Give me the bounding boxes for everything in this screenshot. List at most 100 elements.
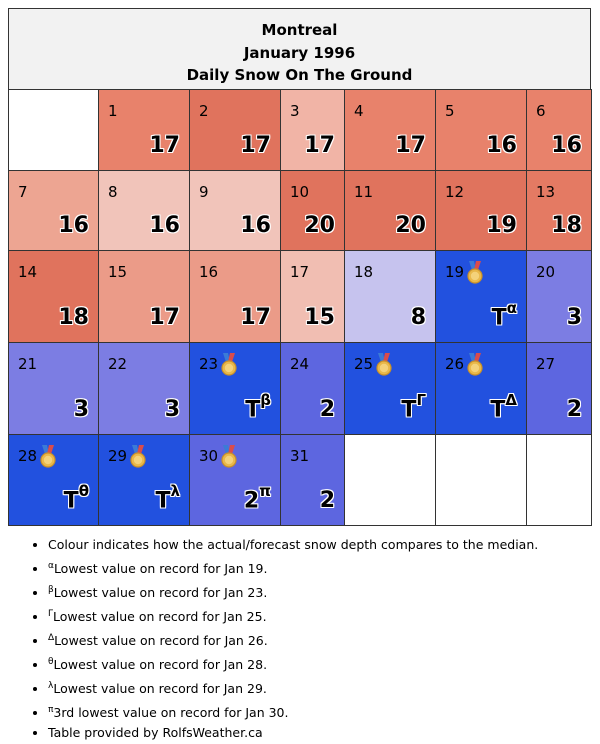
note-text: Lowest value on record for Jan 23. — [53, 584, 268, 600]
day-number: 24 — [290, 355, 310, 373]
city-title: Montreal — [261, 21, 338, 39]
day-cell: 28 Tθ — [8, 434, 99, 526]
snow-depth-number: 16 — [149, 213, 180, 238]
snow-depth-number: 16 — [486, 133, 517, 158]
day-number: 8 — [108, 183, 118, 201]
day-cell: 2 17 — [189, 89, 281, 171]
day-number: 31 — [290, 447, 310, 465]
footnote-marker: β — [260, 390, 271, 409]
day-number: 13 — [536, 183, 556, 201]
note-item: λLowest value on record for Jan 29. — [48, 676, 600, 700]
note-text: Lowest value on record for Jan 29. — [53, 680, 267, 696]
snow-depth-value: Tθ — [63, 481, 89, 513]
note-marker: Γ — [48, 608, 54, 619]
day-cell: 12 19 — [435, 170, 527, 251]
note-text: Lowest value on record for Jan 26. — [54, 632, 268, 648]
snow-depth-value: 2 — [567, 397, 582, 422]
day-cell: 9 16 — [189, 170, 281, 251]
day-cell: 30 2π — [189, 434, 281, 526]
notes-list: Colour indicates how the actual/forecast… — [8, 535, 600, 744]
snow-depth-value: 16 — [551, 133, 582, 158]
snow-depth-value: 17 — [395, 133, 426, 158]
snow-depth-value: 15 — [304, 305, 335, 330]
note-item: Table provided by RolfsWeather.ca — [48, 723, 600, 744]
footnote-marker: θ — [78, 481, 89, 500]
snow-depth-value: 17 — [240, 305, 271, 330]
snow-depth-number: 15 — [304, 305, 335, 330]
day-cell: 24 2 — [280, 342, 345, 435]
snow-depth-value: 3 — [74, 397, 89, 422]
day-number: 28 — [18, 447, 38, 465]
day-cell: 6 16 — [526, 89, 592, 171]
calendar-week: 21 3 22 3 23 Tβ 24 2 25 TΓ 26 TΔ 27 2 — [8, 342, 592, 435]
footnote-marker: λ — [170, 481, 181, 500]
day-number: 17 — [290, 263, 310, 281]
snow-depth-value: 18 — [551, 213, 582, 238]
note-marker: π — [48, 704, 54, 715]
medal-icon — [221, 445, 237, 468]
snow-depth-value: 16 — [58, 213, 89, 238]
day-number: 21 — [18, 355, 38, 373]
day-number: 22 — [108, 355, 128, 373]
snow-depth-number: T — [401, 397, 417, 422]
snow-depth-number: T — [491, 305, 507, 330]
day-cell: 4 17 — [344, 89, 436, 171]
snow-depth-number: T — [63, 488, 79, 513]
medal-icon — [467, 353, 483, 376]
snow-depth-value: 2 — [320, 397, 335, 422]
medal-icon — [221, 353, 237, 376]
day-number: 25 — [354, 355, 374, 373]
day-number: 6 — [536, 102, 546, 120]
snow-depth-value: 2 — [320, 488, 335, 513]
calendar-week: 14 18 15 17 16 17 17 15 18 8 19 Tα 20 3 — [8, 250, 592, 343]
day-cell: 27 2 — [526, 342, 592, 435]
day-cell: 15 17 — [98, 250, 190, 343]
day-number: 26 — [445, 355, 465, 373]
day-cell: 16 17 — [189, 250, 281, 343]
day-cell: 18 8 — [344, 250, 436, 343]
snow-depth-value: 19 — [486, 213, 517, 238]
note-item: ΔLowest value on record for Jan 26. — [48, 628, 600, 652]
snow-depth-number: 16 — [240, 213, 271, 238]
snow-depth-number: 17 — [149, 133, 180, 158]
empty-cell — [526, 434, 592, 526]
footnote-marker: α — [506, 298, 517, 317]
day-number: 23 — [199, 355, 219, 373]
day-cell: 13 18 — [526, 170, 592, 251]
note-item: π3rd lowest value on record for Jan 30. — [48, 700, 600, 724]
snow-depth-number: 17 — [240, 133, 271, 158]
snow-depth-value: 2π — [244, 481, 271, 513]
day-number: 18 — [354, 263, 374, 281]
snow-depth-number: 3 — [73, 397, 89, 422]
footnote-marker: Δ — [505, 390, 517, 409]
day-cell: 3 17 — [280, 89, 345, 171]
day-cell: 17 15 — [280, 250, 345, 343]
snow-depth-number: 19 — [486, 213, 517, 238]
day-number: 12 — [445, 183, 465, 201]
day-number: 4 — [354, 102, 364, 120]
day-cell: 20 3 — [526, 250, 592, 343]
snow-depth-value: 20 — [395, 213, 426, 238]
snow-depth-number: T — [245, 397, 261, 422]
day-cell: 29 Tλ — [98, 434, 190, 526]
snow-depth-number: 17 — [304, 133, 335, 158]
day-cell: 31 2 — [280, 434, 345, 526]
snow-depth-number: 17 — [149, 305, 180, 330]
day-cell: 23 Tβ — [189, 342, 281, 435]
footnote-marker: π — [259, 481, 271, 500]
day-cell: 26 TΔ — [435, 342, 527, 435]
day-number: 2 — [199, 102, 209, 120]
medal-icon — [130, 445, 146, 468]
calendar-week: 7 16 8 16 9 16 10 20 11 20 12 19 13 18 — [8, 170, 592, 251]
snow-depth-number: 16 — [58, 213, 89, 238]
note-item: βLowest value on record for Jan 23. — [48, 580, 600, 604]
note-item: Colour indicates how the actual/forecast… — [48, 535, 600, 556]
snow-depth-number: T — [155, 488, 171, 513]
note-text: Colour indicates how the actual/forecast… — [48, 537, 539, 552]
snow-depth-number: 20 — [304, 213, 335, 238]
day-cell: 5 16 — [435, 89, 527, 171]
note-marker: θ — [48, 656, 54, 667]
period-title: January 1996 — [243, 43, 356, 62]
day-cell: 10 20 — [280, 170, 345, 251]
day-number: 30 — [199, 447, 219, 465]
